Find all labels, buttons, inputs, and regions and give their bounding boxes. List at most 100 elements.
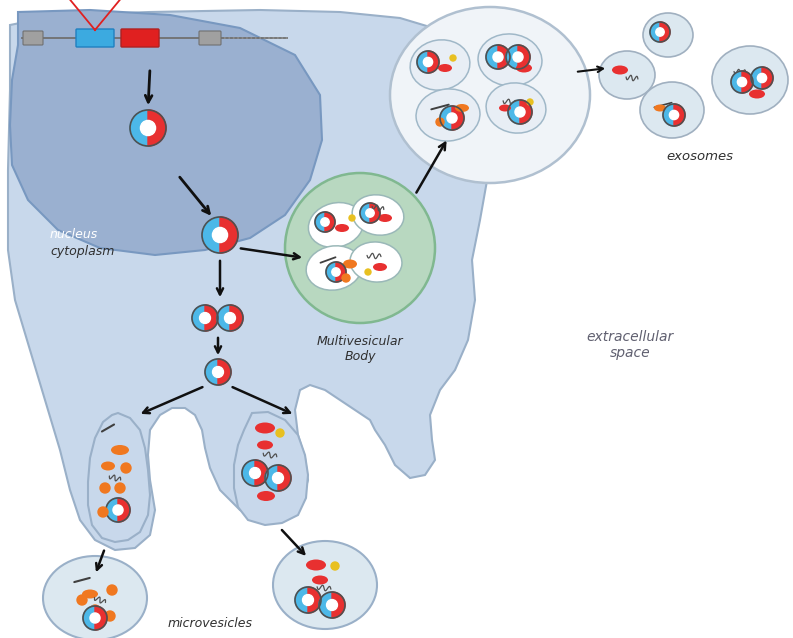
Polygon shape	[440, 106, 452, 130]
Polygon shape	[308, 587, 321, 613]
Circle shape	[331, 562, 339, 570]
Circle shape	[349, 215, 355, 221]
Polygon shape	[452, 106, 464, 130]
Polygon shape	[520, 100, 532, 124]
Polygon shape	[518, 45, 530, 69]
Polygon shape	[326, 262, 336, 282]
Polygon shape	[217, 305, 230, 331]
Polygon shape	[95, 606, 107, 630]
FancyBboxPatch shape	[199, 31, 221, 45]
Circle shape	[671, 37, 677, 43]
Ellipse shape	[749, 89, 765, 98]
FancyBboxPatch shape	[121, 29, 159, 47]
Ellipse shape	[416, 89, 480, 141]
Circle shape	[213, 367, 224, 378]
Circle shape	[121, 463, 131, 473]
Circle shape	[331, 268, 340, 276]
Circle shape	[276, 429, 284, 437]
Polygon shape	[205, 305, 218, 331]
Circle shape	[423, 57, 433, 66]
Circle shape	[90, 613, 100, 623]
Polygon shape	[498, 45, 510, 69]
Ellipse shape	[111, 445, 129, 455]
Circle shape	[327, 600, 338, 611]
Circle shape	[677, 102, 683, 108]
Polygon shape	[218, 359, 231, 385]
Polygon shape	[88, 413, 150, 542]
Ellipse shape	[43, 556, 147, 638]
Circle shape	[90, 605, 100, 615]
Polygon shape	[742, 71, 753, 93]
Circle shape	[213, 227, 228, 242]
Circle shape	[303, 595, 313, 605]
Circle shape	[113, 505, 123, 515]
Ellipse shape	[612, 66, 628, 75]
Circle shape	[105, 611, 115, 621]
Circle shape	[366, 209, 374, 217]
Circle shape	[77, 595, 87, 605]
Polygon shape	[130, 110, 148, 146]
Circle shape	[115, 483, 125, 493]
Polygon shape	[205, 359, 218, 385]
Polygon shape	[295, 587, 308, 613]
Circle shape	[285, 173, 435, 323]
Circle shape	[273, 473, 283, 484]
Polygon shape	[234, 412, 308, 525]
Circle shape	[342, 274, 350, 282]
Polygon shape	[192, 305, 205, 331]
Polygon shape	[8, 10, 490, 550]
Circle shape	[515, 107, 525, 117]
Polygon shape	[428, 51, 439, 73]
Ellipse shape	[343, 260, 357, 269]
Ellipse shape	[306, 560, 326, 570]
Ellipse shape	[712, 46, 788, 114]
Circle shape	[656, 28, 665, 36]
Ellipse shape	[390, 7, 590, 183]
Polygon shape	[417, 51, 428, 73]
Polygon shape	[325, 212, 335, 232]
Circle shape	[200, 313, 210, 323]
Ellipse shape	[478, 34, 542, 86]
Text: exosomes: exosomes	[666, 150, 734, 163]
Polygon shape	[242, 460, 255, 486]
Circle shape	[737, 77, 747, 87]
Text: extracellular
space: extracellular space	[586, 330, 673, 360]
Polygon shape	[506, 45, 518, 69]
Polygon shape	[370, 203, 380, 223]
Circle shape	[527, 99, 533, 105]
Polygon shape	[319, 592, 332, 618]
Circle shape	[365, 269, 371, 275]
Circle shape	[741, 93, 747, 99]
Ellipse shape	[378, 214, 392, 222]
Polygon shape	[118, 498, 130, 522]
Polygon shape	[265, 465, 278, 491]
Circle shape	[321, 218, 329, 226]
Polygon shape	[278, 465, 291, 491]
Polygon shape	[230, 305, 243, 331]
Ellipse shape	[306, 246, 362, 290]
Polygon shape	[83, 606, 95, 630]
Circle shape	[513, 52, 523, 62]
Text: cytoplasm: cytoplasm	[50, 246, 114, 258]
Polygon shape	[650, 22, 660, 42]
Polygon shape	[106, 498, 118, 522]
Ellipse shape	[516, 64, 532, 73]
Ellipse shape	[82, 590, 98, 598]
Polygon shape	[148, 110, 166, 146]
Circle shape	[140, 121, 155, 135]
Ellipse shape	[335, 224, 349, 232]
Polygon shape	[332, 592, 345, 618]
Circle shape	[757, 73, 767, 82]
Circle shape	[669, 110, 679, 119]
Ellipse shape	[486, 83, 546, 133]
Circle shape	[493, 52, 503, 62]
Circle shape	[250, 468, 260, 478]
Ellipse shape	[599, 51, 655, 99]
Circle shape	[447, 113, 457, 123]
Polygon shape	[10, 10, 322, 255]
Polygon shape	[762, 67, 773, 89]
Ellipse shape	[643, 13, 693, 57]
Circle shape	[224, 313, 236, 323]
Ellipse shape	[373, 263, 387, 271]
Ellipse shape	[352, 195, 404, 235]
